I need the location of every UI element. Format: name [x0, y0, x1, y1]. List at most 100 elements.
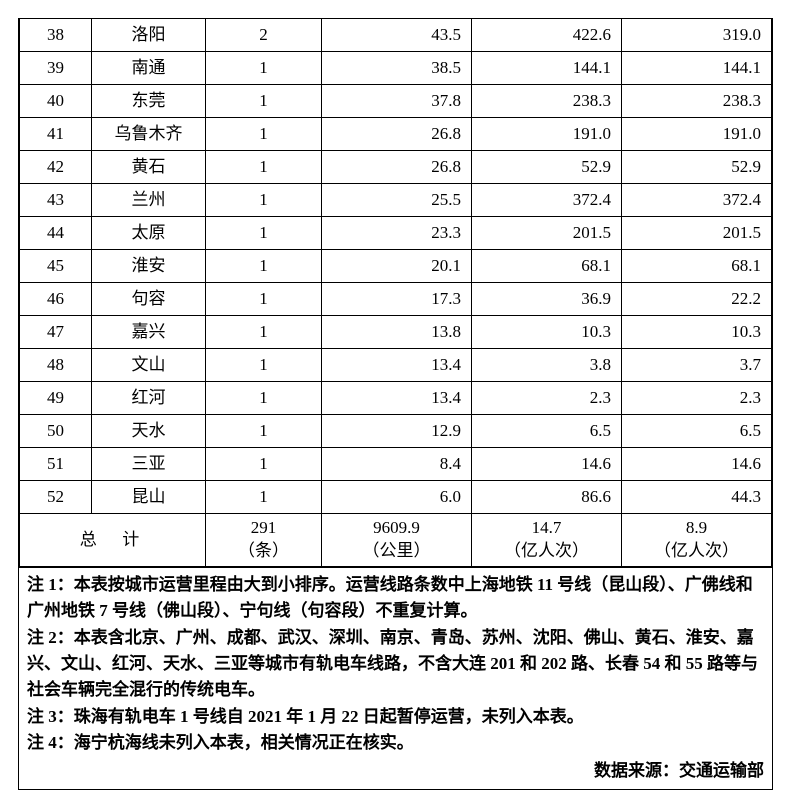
cell-b: 6.5	[472, 415, 622, 448]
total-a-unit: （公里）	[363, 541, 431, 560]
data-table: 38洛阳243.5422.6319.039南通138.5144.1144.140…	[19, 18, 772, 567]
cell-c: 201.5	[622, 217, 772, 250]
cell-num: 1	[206, 448, 322, 481]
total-b-unit: （亿人次）	[504, 541, 589, 560]
cell-b: 422.6	[472, 19, 622, 52]
cell-city: 嘉兴	[92, 316, 206, 349]
cell-city: 洛阳	[92, 19, 206, 52]
cell-num: 1	[206, 481, 322, 514]
table-row: 38洛阳243.5422.6319.0	[20, 19, 772, 52]
note-label: 注 4：	[27, 733, 74, 752]
cell-b: 3.8	[472, 349, 622, 382]
table-row: 44太原123.3201.5201.5	[20, 217, 772, 250]
table-row: 41乌鲁木齐126.8191.0191.0	[20, 118, 772, 151]
cell-index: 49	[20, 382, 92, 415]
cell-city: 句容	[92, 283, 206, 316]
table-row: 47嘉兴113.810.310.3	[20, 316, 772, 349]
cell-c: 238.3	[622, 85, 772, 118]
cell-city: 东莞	[92, 85, 206, 118]
notes-block: 注 1：本表按城市运营里程由大到小排序。运营线路条数中上海地铁 11 号线（昆山…	[19, 567, 772, 789]
cell-num: 1	[206, 85, 322, 118]
cell-city: 红河	[92, 382, 206, 415]
cell-num: 1	[206, 151, 322, 184]
cell-c: 2.3	[622, 382, 772, 415]
cell-c: 6.5	[622, 415, 772, 448]
cell-index: 46	[20, 283, 92, 316]
cell-b: 52.9	[472, 151, 622, 184]
total-num-unit: （条）	[238, 541, 289, 560]
table-row: 50天水112.96.56.5	[20, 415, 772, 448]
cell-index: 52	[20, 481, 92, 514]
table-row: 42黄石126.852.952.9	[20, 151, 772, 184]
cell-num: 1	[206, 118, 322, 151]
table-row: 39南通138.5144.1144.1	[20, 52, 772, 85]
cell-num: 1	[206, 349, 322, 382]
table-row: 48文山113.43.83.7	[20, 349, 772, 382]
total-num-value: 291	[251, 518, 277, 537]
cell-index: 51	[20, 448, 92, 481]
table-row: 51三亚18.414.614.6	[20, 448, 772, 481]
total-a: 9609.9 （公里）	[322, 514, 472, 567]
cell-c: 44.3	[622, 481, 772, 514]
cell-b: 191.0	[472, 118, 622, 151]
cell-index: 45	[20, 250, 92, 283]
table-row: 46句容117.336.922.2	[20, 283, 772, 316]
cell-b: 10.3	[472, 316, 622, 349]
total-b-value: 14.7	[532, 518, 562, 537]
cell-city: 天水	[92, 415, 206, 448]
cell-num: 2	[206, 19, 322, 52]
cell-c: 319.0	[622, 19, 772, 52]
cell-num: 1	[206, 184, 322, 217]
cell-index: 38	[20, 19, 92, 52]
cell-a: 25.5	[322, 184, 472, 217]
note-line: 注 3：珠海有轨电车 1 号线自 2021 年 1 月 22 日起暂停运营，未列…	[27, 704, 764, 730]
cell-b: 144.1	[472, 52, 622, 85]
total-c-value: 8.9	[686, 518, 707, 537]
cell-index: 44	[20, 217, 92, 250]
cell-a: 37.8	[322, 85, 472, 118]
cell-b: 2.3	[472, 382, 622, 415]
cell-b: 68.1	[472, 250, 622, 283]
cell-city: 兰州	[92, 184, 206, 217]
note-line: 注 4：海宁杭海线未列入本表，相关情况正在核实。	[27, 730, 764, 756]
cell-b: 86.6	[472, 481, 622, 514]
note-body: 珠海有轨电车 1 号线自 2021 年 1 月 22 日起暂停运营，未列入本表。	[74, 707, 584, 726]
table-row: 52昆山16.086.644.3	[20, 481, 772, 514]
cell-b: 238.3	[472, 85, 622, 118]
cell-city: 太原	[92, 217, 206, 250]
cell-index: 48	[20, 349, 92, 382]
total-c: 8.9 （亿人次）	[622, 514, 772, 567]
cell-c: 10.3	[622, 316, 772, 349]
cell-a: 23.3	[322, 217, 472, 250]
cell-c: 191.0	[622, 118, 772, 151]
total-a-value: 9609.9	[373, 518, 420, 537]
cell-city: 淮安	[92, 250, 206, 283]
total-label: 总计	[20, 514, 206, 567]
cell-a: 8.4	[322, 448, 472, 481]
cell-b: 372.4	[472, 184, 622, 217]
cell-city: 三亚	[92, 448, 206, 481]
cell-a: 13.8	[322, 316, 472, 349]
cell-a: 13.4	[322, 382, 472, 415]
cell-c: 144.1	[622, 52, 772, 85]
note-label: 注 3：	[27, 707, 74, 726]
total-c-unit: （亿人次）	[654, 541, 739, 560]
table-row: 40东莞137.8238.3238.3	[20, 85, 772, 118]
cell-c: 14.6	[622, 448, 772, 481]
note-body: 本表按城市运营里程由大到小排序。运营线路条数中上海地铁 11 号线（昆山段）、广…	[27, 575, 753, 620]
cell-a: 26.8	[322, 151, 472, 184]
cell-index: 43	[20, 184, 92, 217]
cell-a: 12.9	[322, 415, 472, 448]
cell-num: 1	[206, 382, 322, 415]
cell-index: 42	[20, 151, 92, 184]
total-row: 总计 291 （条） 9609.9 （公里） 14.7 （亿人次） 8.9 （亿…	[20, 514, 772, 567]
cell-a: 13.4	[322, 349, 472, 382]
cell-a: 20.1	[322, 250, 472, 283]
note-label: 注 1：	[27, 575, 74, 594]
cell-b: 36.9	[472, 283, 622, 316]
cell-c: 3.7	[622, 349, 772, 382]
data-source: 数据来源：交通运输部	[27, 756, 764, 784]
cell-num: 1	[206, 316, 322, 349]
cell-c: 372.4	[622, 184, 772, 217]
cell-c: 52.9	[622, 151, 772, 184]
